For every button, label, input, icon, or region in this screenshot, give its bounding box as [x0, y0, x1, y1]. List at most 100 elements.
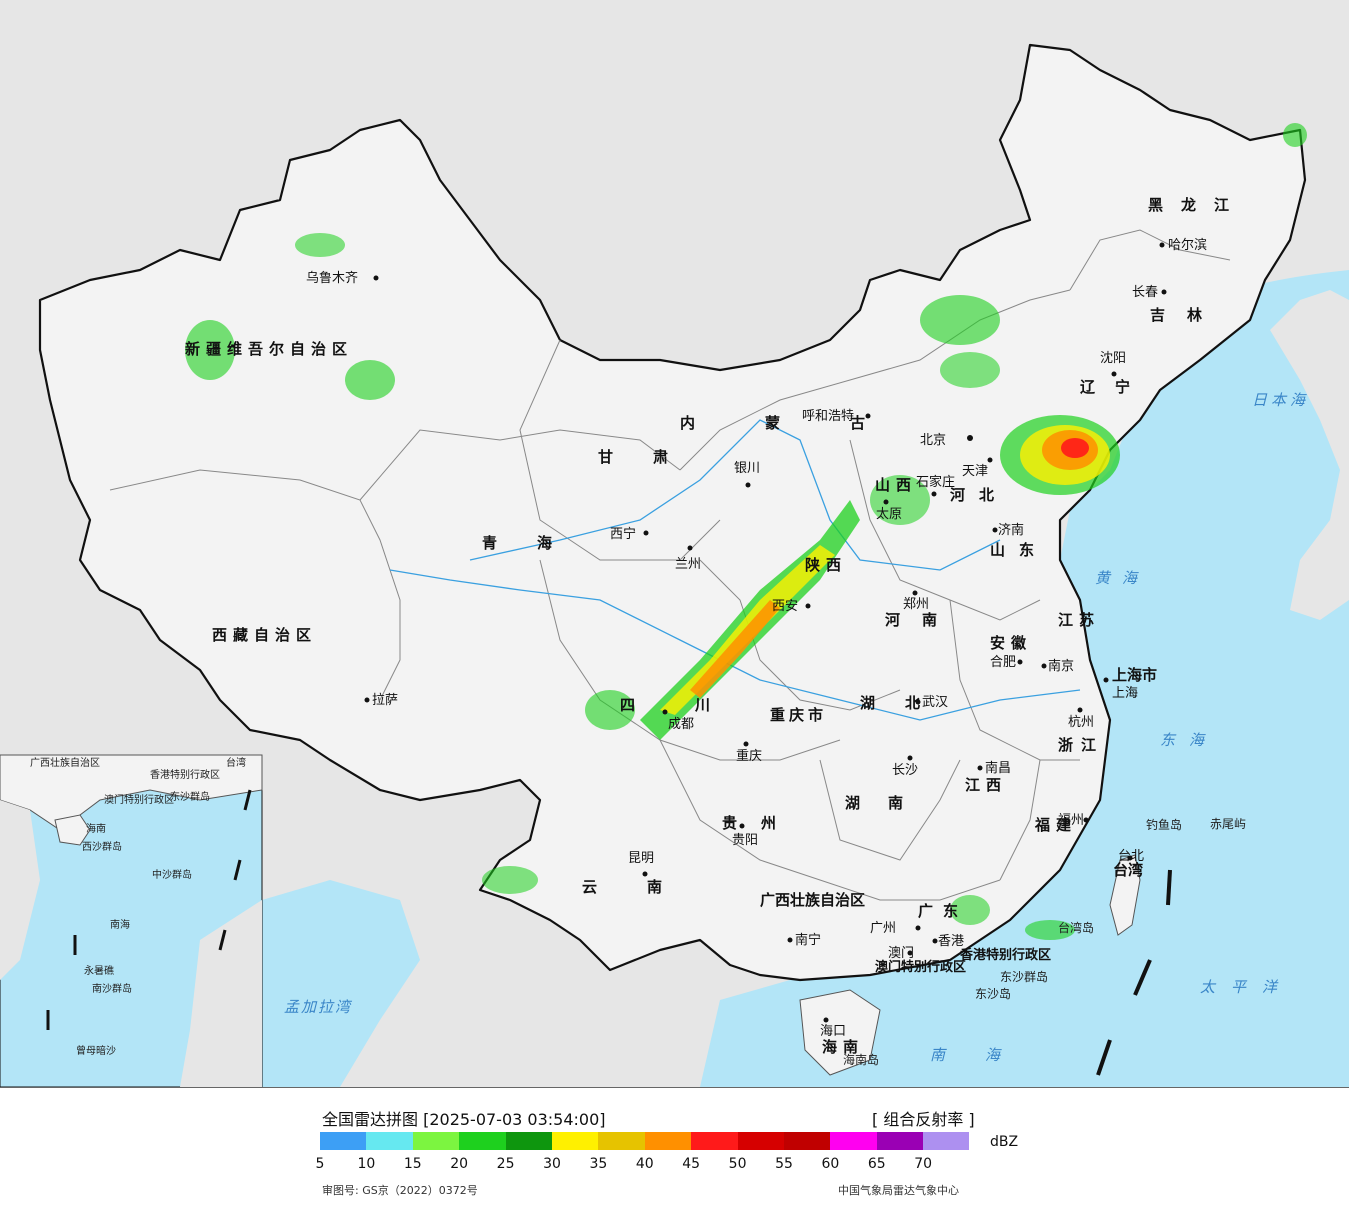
province-label: 重庆市: [770, 706, 827, 724]
province-label: 海南: [822, 1038, 864, 1056]
city-label: 拉萨: [372, 693, 398, 708]
japan-landmass: [1270, 290, 1349, 620]
sea-label: 孟加拉湾: [284, 998, 353, 1016]
legend-tick-label: 50: [728, 1156, 747, 1172]
city-label: 哈尔滨: [1168, 237, 1207, 253]
province-label: 上海市: [1112, 666, 1157, 684]
inset-label: 澳门特别行政区: [104, 793, 174, 806]
city-label: 济南: [998, 522, 1024, 538]
inset-label: 南沙群岛: [92, 982, 132, 995]
city-label: 海口: [820, 1024, 846, 1039]
province-label: 陕西: [805, 556, 847, 574]
legend-swatch: [598, 1132, 645, 1150]
province-label: 浙江: [1058, 736, 1104, 754]
taiwan-landmass: [1109, 854, 1141, 936]
province-label: 辽宁: [1080, 378, 1150, 396]
province-labels: 新疆维吾尔自治区 西藏自治区 青海 甘肃 内蒙古 黑龙江 吉林 辽宁 河北 山西…: [185, 196, 1247, 1056]
city-label: 长春: [1132, 285, 1158, 300]
province-label: 吉林: [1150, 306, 1224, 324]
inset-label: 永暑礁: [84, 964, 114, 977]
city-label: 重庆: [736, 748, 762, 764]
province-label: 四川: [620, 696, 770, 714]
legend-swatch: [783, 1132, 831, 1150]
legend-swatch: [412, 1132, 460, 1150]
city-label: 广州: [870, 921, 896, 936]
city-label: 香港: [938, 934, 964, 949]
city-label: 南宁: [795, 932, 821, 948]
province-label: 黑龙江: [1148, 196, 1247, 214]
sea-east: [700, 270, 1349, 1087]
province-label: 湖南: [845, 794, 931, 812]
province-label: 湖北: [860, 694, 950, 712]
province-label: 山东: [990, 541, 1048, 559]
inset-label: 东沙群岛: [170, 790, 210, 803]
province-label: 贵州: [722, 814, 800, 832]
legend-swatch: [691, 1132, 738, 1150]
province-label: 河北: [950, 486, 1008, 504]
legend-swatch: [830, 1132, 877, 1150]
inset-label: 中沙群岛: [152, 868, 192, 881]
hainan-landmass: [799, 989, 881, 1076]
city-label: 银川: [734, 461, 760, 476]
province-label: 台湾: [1113, 861, 1143, 879]
sea-label: 南海: [930, 1046, 1040, 1064]
province-label: 福建: [1034, 816, 1077, 834]
inset-label: 曾母暗沙: [76, 1044, 116, 1057]
sea-label: 太平洋: [1200, 978, 1293, 996]
legend-swatch: [459, 1132, 506, 1150]
province-label: 青海: [482, 534, 592, 552]
legend-tick-label: 65: [867, 1156, 886, 1172]
inset-label: 香港特别行政区: [150, 768, 220, 781]
city-label: 南京: [1048, 658, 1074, 674]
radar-map: 新疆维吾尔自治区 西藏自治区 青海 甘肃 内蒙古 黑龙江 吉林 辽宁 河北 山西…: [0, 0, 1349, 1087]
province-label: 广西壮族自治区: [760, 891, 865, 909]
province-label: 江苏: [1058, 611, 1100, 629]
province-label: 云南: [582, 878, 712, 896]
city-label: 乌鲁木齐: [306, 270, 358, 286]
city-label: 杭州: [1068, 715, 1094, 730]
legend-swatch: [876, 1132, 924, 1150]
province-label: 江西: [965, 776, 1007, 794]
legend-tick-label: 10: [357, 1156, 376, 1172]
province-label: 甘肃: [598, 448, 708, 466]
sea-labels: 日本海 黄海 东海 太平洋 南海 孟加拉湾: [284, 391, 1305, 1064]
inset-label: 台湾: [226, 756, 246, 769]
legend-tick-label: 55: [775, 1156, 793, 1172]
legend-title: 全国雷达拼图 [2025-07-03 03:54:00]: [322, 1110, 606, 1129]
island-label: 东沙群岛: [1000, 969, 1048, 984]
island-label: 海南岛: [843, 1052, 879, 1067]
province-label: 内蒙古: [680, 414, 935, 432]
legend-swatch: [366, 1132, 413, 1150]
legend-unit: dBZ: [990, 1134, 1019, 1150]
legend-product: [ 组合反射率 ]: [872, 1110, 975, 1129]
inset-label: 广西壮族自治区: [30, 756, 100, 769]
island-labels: 钓鱼岛 赤尾屿 台湾岛 东沙群岛 东沙岛 海南岛: [843, 817, 1246, 1067]
city-label: 天津: [962, 464, 988, 479]
radar-echoes: [185, 123, 1307, 940]
inset-label: 南海: [110, 918, 130, 931]
island-label: 钓鱼岛: [1146, 817, 1182, 832]
legend-tick-label: 60: [821, 1156, 840, 1172]
province-label: 安徽: [990, 634, 1032, 652]
city-label: 长沙: [892, 763, 918, 778]
legend-color-bar: [320, 1132, 970, 1150]
city-label: 郑州: [903, 597, 929, 612]
city-label: 北京: [920, 433, 946, 448]
city-label: 上海: [1112, 686, 1138, 701]
legend-swatch: [551, 1132, 599, 1150]
province-label: 新疆维吾尔自治区: [185, 340, 353, 358]
sea-bengal: [262, 880, 420, 1087]
legend-swatch: [644, 1132, 692, 1150]
city-label: 太原: [876, 507, 902, 522]
island-label: 台湾岛: [1058, 920, 1094, 935]
city-label: 西安: [772, 599, 798, 614]
city-label: 兰州: [675, 557, 701, 572]
legend-tick-label: 35: [589, 1156, 608, 1172]
legend-tick-label: 20: [450, 1156, 469, 1172]
legend-swatch: [923, 1132, 970, 1150]
city-markers: [364, 242, 1167, 1023]
sar-label: 澳门特别行政区: [875, 959, 966, 975]
legend-swatch: [505, 1132, 552, 1150]
legend-panel: 全国雷达拼图 [2025-07-03 03:54:00] [ 组合反射率 ] 5…: [0, 1087, 1349, 1209]
legend-tick-label: 45: [682, 1156, 701, 1172]
